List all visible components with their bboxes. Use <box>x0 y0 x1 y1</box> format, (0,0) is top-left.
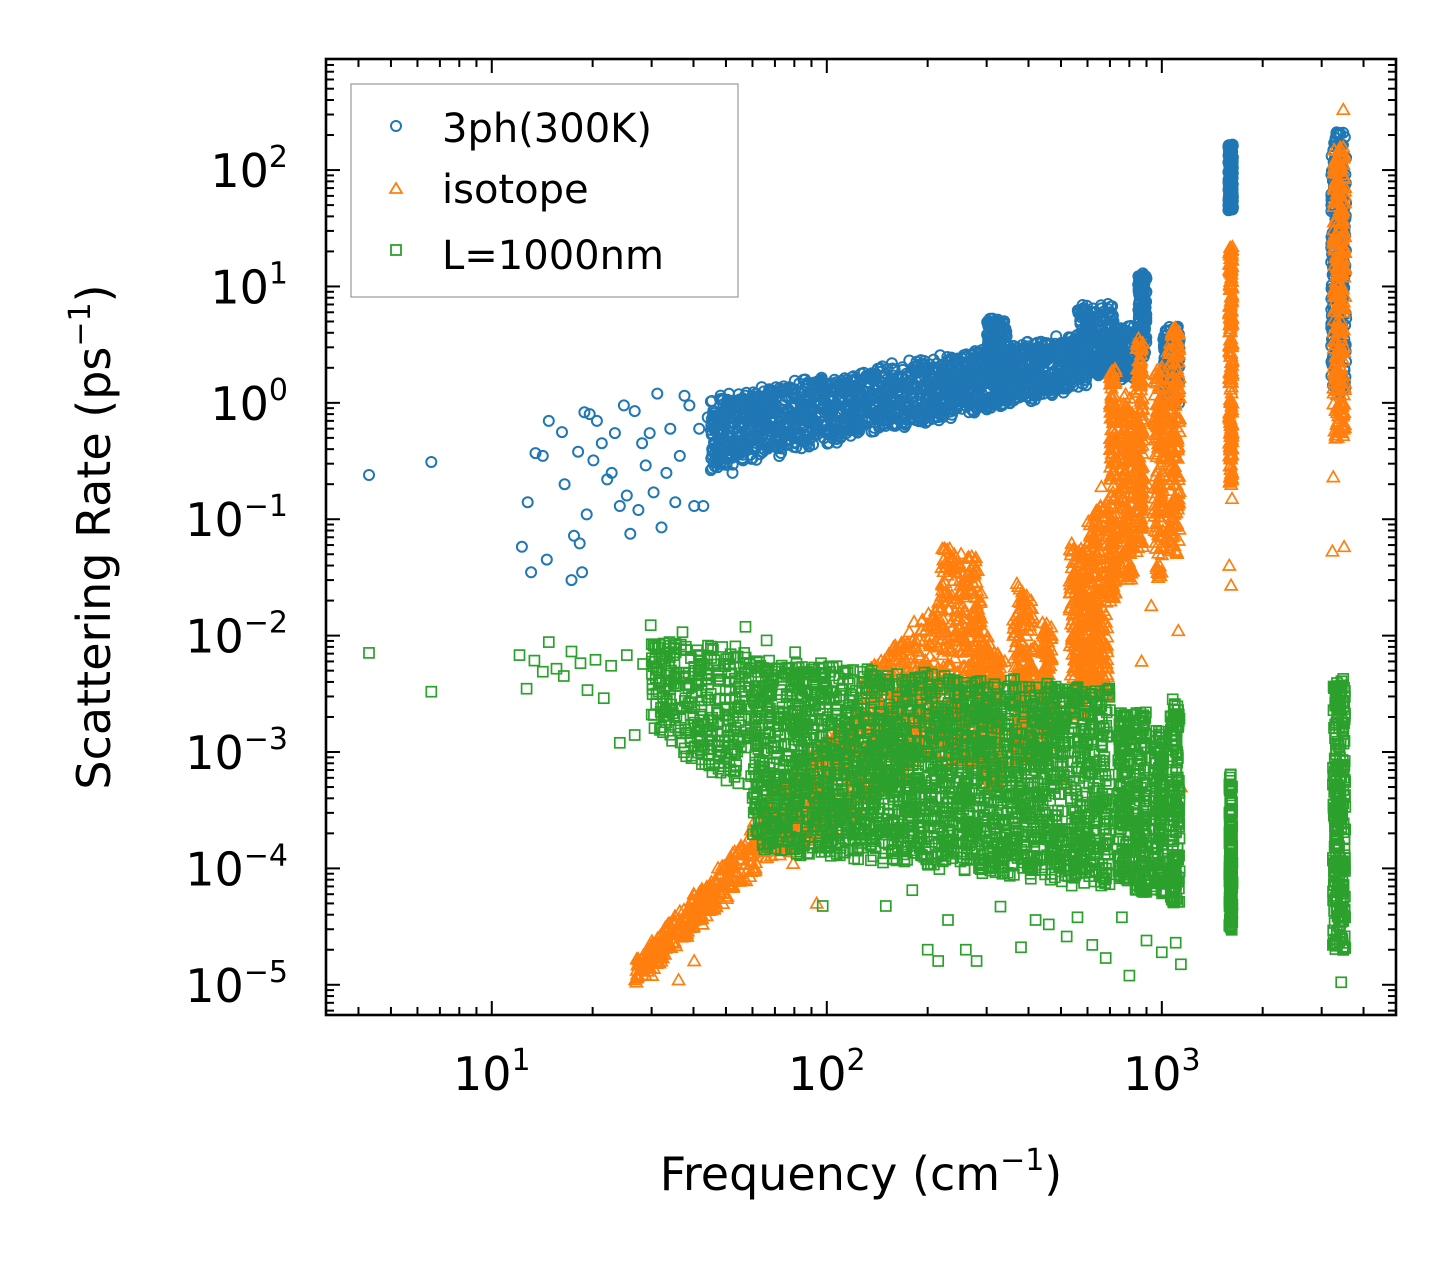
data-point <box>950 382 963 395</box>
data-point <box>704 464 717 477</box>
data-layer <box>363 101 1353 989</box>
data-point <box>773 450 786 462</box>
data-point <box>903 354 916 367</box>
data-point <box>963 406 975 419</box>
data-point <box>881 363 894 375</box>
data-point <box>932 414 945 427</box>
data-point <box>933 371 946 384</box>
